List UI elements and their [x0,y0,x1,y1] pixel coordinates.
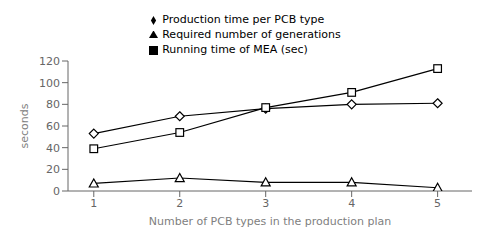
svg-text:40: 40 [46,142,60,155]
svg-text:5: 5 [434,197,441,210]
svg-text:60: 60 [46,120,60,133]
svg-text:2: 2 [176,197,183,210]
svg-text:1: 1 [90,197,97,210]
svg-text:0: 0 [53,185,60,198]
svg-text:20: 20 [46,163,60,176]
svg-text:100: 100 [39,77,60,90]
svg-text:120: 120 [39,55,60,68]
svg-text:seconds: seconds [18,103,31,148]
svg-text:Number of PCB types in the pro: Number of PCB types in the production pl… [149,215,391,228]
html-text:Running time of MEA (sec): Running time of MEA (sec) [162,43,308,56]
svg-text:3: 3 [262,197,269,210]
svg-text:4: 4 [348,197,355,210]
html-text:Production time per PCB type: Production time per PCB type [162,13,325,26]
html-text:Required number of generations: Required number of generations [162,28,341,41]
svg-text:80: 80 [46,98,60,111]
